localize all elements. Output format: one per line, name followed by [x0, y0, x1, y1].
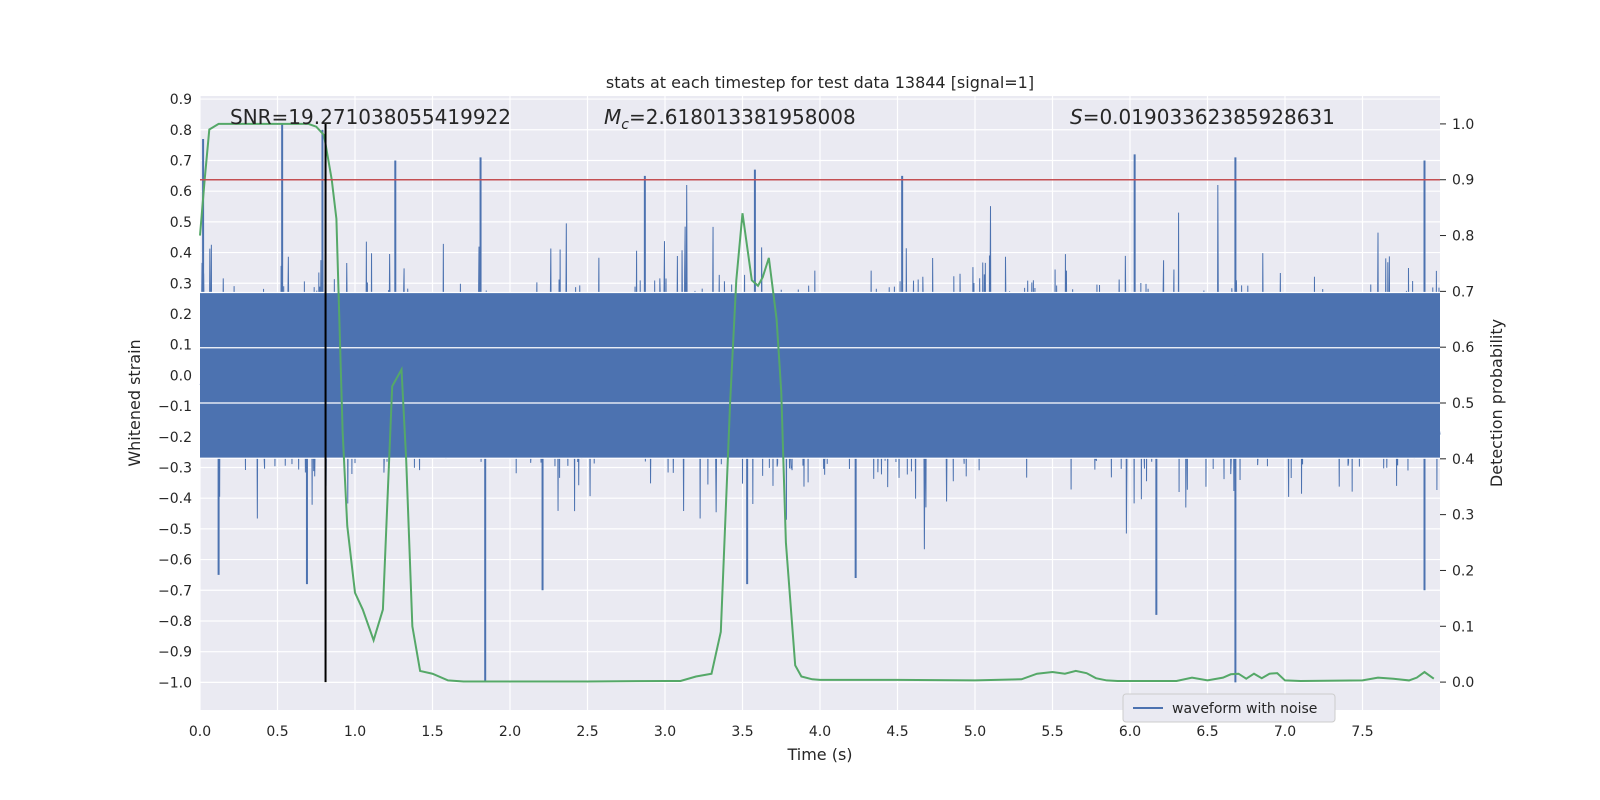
- snr-annotation: SNR=19.271038055419922: [230, 105, 511, 129]
- x-tick-7: 3.5: [731, 724, 753, 740]
- waveform-series: [199, 123, 1441, 683]
- y-tick-11: −0.2: [158, 430, 192, 446]
- y-tick-0: 0.9: [170, 92, 192, 108]
- y2-tick-10: 0.0: [1452, 675, 1474, 691]
- y-tick-9: 0.0: [170, 368, 192, 384]
- y-tick-13: −0.4: [158, 491, 192, 507]
- y2-tick-6: 0.4: [1452, 452, 1474, 468]
- x-tick-0: 0.0: [189, 724, 211, 740]
- x-tick-2: 1.0: [344, 724, 366, 740]
- y-tick-3: 0.6: [170, 184, 192, 200]
- x-tick-4: 2.0: [499, 724, 521, 740]
- y-tick-7: 0.2: [170, 307, 192, 323]
- y2-tick-3: 0.7: [1452, 284, 1474, 300]
- x-axis-label: Time (s): [786, 745, 852, 764]
- y-tick-6: 0.3: [170, 276, 192, 292]
- y-tick-16: −0.7: [158, 583, 192, 599]
- y2-tick-4: 0.6: [1452, 340, 1474, 356]
- y-tick-10: −0.1: [158, 399, 192, 415]
- x-tick-8: 4.0: [809, 724, 831, 740]
- y-tick-8: 0.1: [170, 338, 192, 354]
- y2-tick-5: 0.5: [1452, 396, 1474, 412]
- y-tick-2: 0.7: [170, 153, 192, 169]
- y-tick-labels: 0.9 0.8 0.7 0.6 0.5 0.4 0.3 0.2 0.1 0.0 −0.1 −0.2 −0…: [158, 92, 192, 691]
- y2-tick-2: 0.8: [1452, 229, 1474, 245]
- legend-label: waveform with noise: [1172, 701, 1317, 717]
- x-tick-10: 5.0: [964, 724, 986, 740]
- legend-box: [1122, 693, 1336, 723]
- y-tick-18: −0.9: [158, 645, 192, 661]
- y-tick-14: −0.5: [158, 522, 192, 538]
- x-tick-9: 4.5: [886, 724, 908, 740]
- y2-tick-0: 1.0: [1452, 117, 1474, 133]
- y-tick-5: 0.4: [170, 246, 192, 262]
- x-tick-12: 6.0: [1119, 724, 1141, 740]
- detection-line-0: [199, 122, 1435, 683]
- y2-tick-1: 0.9: [1452, 173, 1474, 189]
- s-annotation: S=0.01903362385928631: [1070, 105, 1335, 129]
- y-tick-1: 0.8: [170, 123, 192, 139]
- y-axis-label: Whitened strain: [125, 339, 144, 466]
- waveform-core-band: [200, 292, 1440, 459]
- x-tick-3: 1.5: [421, 724, 443, 740]
- x-tick-labels: 0.0 0.5 1.0 1.5 2.0 2.5 3.0 3.5 4.0 4.5 5.0 5.5 6.0 6…: [189, 724, 1374, 740]
- x-tick-13: 6.5: [1196, 724, 1218, 740]
- y-tick-4: 0.5: [170, 215, 192, 231]
- chart-title: stats at each timestep for test data 138…: [606, 73, 1034, 92]
- y2-axis-label: Detection probability: [1487, 319, 1506, 487]
- y2-tick-8: 0.2: [1452, 563, 1474, 579]
- detection-probability-series: [199, 122, 1435, 683]
- y-tick-12: −0.3: [158, 460, 192, 476]
- x-tick-6: 3.0: [654, 724, 676, 740]
- x-tick-11: 5.5: [1041, 724, 1063, 740]
- y-tick-17: −0.8: [158, 614, 192, 630]
- y2-tick-7: 0.3: [1452, 508, 1474, 524]
- x-tick-14: 7.0: [1274, 724, 1296, 740]
- x-tick-5: 2.5: [576, 724, 598, 740]
- y-tick-15: −0.6: [158, 553, 192, 569]
- y2-tick-9: 0.1: [1452, 619, 1474, 635]
- y-tick-19: −1.0: [158, 675, 192, 691]
- legend: waveform with noise: [1122, 693, 1336, 723]
- y2-tick-labels: 1.0 0.9 0.8 0.7 0.6 0.5 0.4 0.3 0.2 0.1 0.0: [1440, 117, 1474, 691]
- x-tick-1: 0.5: [266, 724, 288, 740]
- x-tick-15: 7.5: [1351, 724, 1373, 740]
- chirp-mass-annotation: Mc=2.618013381958008: [604, 105, 856, 133]
